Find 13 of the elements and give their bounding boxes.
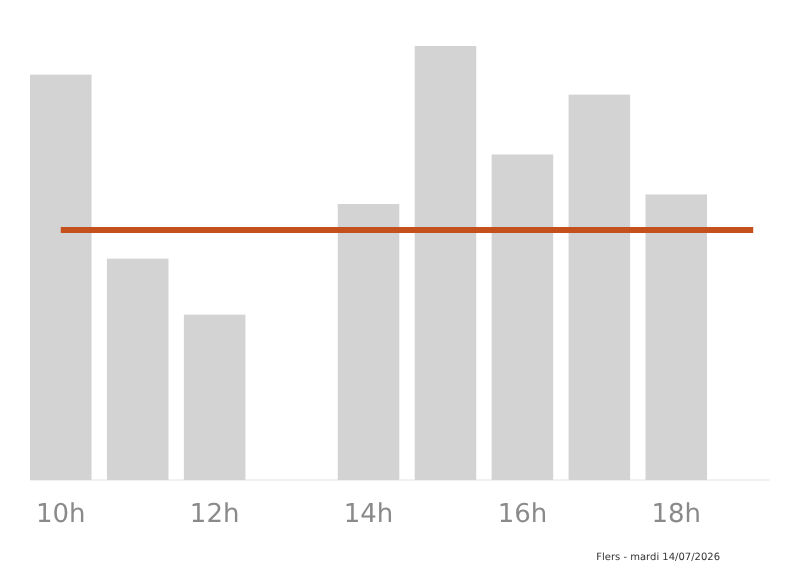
bar xyxy=(106,258,169,480)
x-tick-label: 10h xyxy=(35,500,86,530)
bar xyxy=(568,94,631,480)
bar xyxy=(491,154,554,480)
x-tick-label: 14h xyxy=(343,500,394,530)
x-tick-label: 16h xyxy=(497,500,548,530)
bar xyxy=(645,194,708,480)
bar xyxy=(337,203,400,480)
x-tick-label: 18h xyxy=(651,500,702,530)
bar xyxy=(30,74,92,480)
bar xyxy=(183,314,246,480)
bar xyxy=(414,46,477,480)
x-tick-label: 12h xyxy=(189,500,240,530)
